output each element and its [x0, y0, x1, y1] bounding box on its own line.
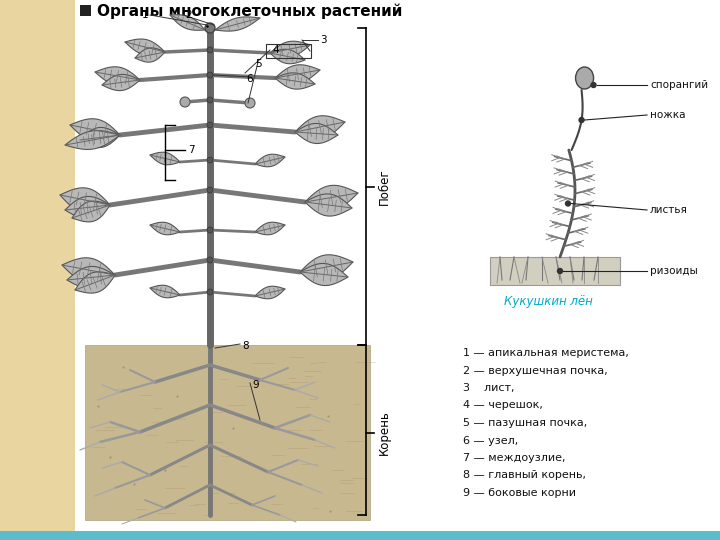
Polygon shape — [67, 266, 115, 288]
Text: 6 — узел,: 6 — узел, — [463, 435, 518, 445]
Polygon shape — [60, 188, 110, 212]
Circle shape — [207, 257, 213, 263]
Polygon shape — [275, 73, 315, 89]
Circle shape — [591, 83, 596, 87]
Polygon shape — [102, 75, 140, 91]
Circle shape — [557, 268, 562, 273]
Polygon shape — [65, 131, 120, 150]
Polygon shape — [135, 48, 165, 62]
Bar — [266, 44, 311, 58]
Circle shape — [207, 97, 213, 103]
Polygon shape — [0, 531, 720, 540]
Polygon shape — [75, 272, 115, 293]
Text: 8: 8 — [242, 341, 248, 351]
Polygon shape — [95, 67, 140, 85]
Text: 5 — пазушная почка,: 5 — пазушная почка, — [463, 418, 588, 428]
Text: 4 — черешок,: 4 — черешок, — [463, 401, 543, 410]
Text: спорангий: спорангий — [650, 80, 708, 90]
Polygon shape — [150, 152, 180, 165]
Text: 9: 9 — [252, 380, 258, 390]
Polygon shape — [300, 264, 348, 286]
Polygon shape — [255, 222, 285, 235]
Polygon shape — [215, 17, 260, 31]
Text: Кукушкин лён: Кукушкин лён — [503, 295, 593, 308]
Circle shape — [579, 118, 584, 123]
Circle shape — [565, 201, 570, 206]
Polygon shape — [305, 185, 358, 210]
Polygon shape — [125, 39, 165, 55]
Polygon shape — [305, 194, 352, 216]
Text: ножка: ножка — [650, 110, 685, 120]
Circle shape — [207, 227, 213, 233]
Text: 3    лист,: 3 лист, — [463, 383, 515, 393]
Polygon shape — [65, 197, 110, 219]
Text: 3: 3 — [320, 35, 327, 45]
Text: 1: 1 — [141, 10, 148, 20]
Circle shape — [207, 122, 213, 128]
Polygon shape — [295, 116, 345, 138]
Text: 2: 2 — [185, 10, 192, 20]
Polygon shape — [270, 49, 305, 64]
Polygon shape — [255, 286, 285, 299]
Text: 7 — междоузлие,: 7 — междоузлие, — [463, 453, 565, 463]
Bar — [490, 257, 620, 285]
Text: 4: 4 — [272, 45, 279, 55]
Text: 5: 5 — [255, 59, 261, 69]
Polygon shape — [275, 65, 320, 83]
Text: 7: 7 — [188, 145, 194, 155]
Circle shape — [207, 157, 213, 163]
Text: листья: листья — [650, 205, 688, 215]
Bar — [80, 5, 91, 16]
Text: Корень: Корень — [377, 410, 390, 455]
Polygon shape — [62, 258, 115, 282]
Circle shape — [207, 187, 213, 193]
Text: 8 — главный корень,: 8 — главный корень, — [463, 470, 586, 481]
Circle shape — [207, 72, 213, 78]
Circle shape — [207, 47, 213, 53]
Polygon shape — [255, 154, 285, 167]
Text: ризоиды: ризоиды — [650, 266, 698, 276]
Circle shape — [207, 289, 213, 295]
Polygon shape — [300, 255, 353, 279]
Text: 6: 6 — [247, 74, 253, 84]
Text: 2 — верхушечная почка,: 2 — верхушечная почка, — [463, 366, 608, 375]
Polygon shape — [72, 201, 110, 222]
Polygon shape — [80, 127, 120, 147]
Text: Органы многоклеточных растений: Органы многоклеточных растений — [97, 3, 402, 19]
Circle shape — [180, 97, 190, 107]
Polygon shape — [150, 285, 180, 298]
Ellipse shape — [575, 67, 593, 89]
Polygon shape — [70, 119, 120, 141]
Text: 9 — боковые корни: 9 — боковые корни — [463, 488, 576, 498]
Text: 1 — апикальная меристема,: 1 — апикальная меристема, — [463, 348, 629, 358]
Polygon shape — [170, 15, 205, 30]
Bar — [85, 345, 370, 520]
Polygon shape — [270, 41, 310, 57]
Text: Побег: Побег — [377, 168, 390, 205]
Circle shape — [245, 98, 255, 108]
Polygon shape — [295, 124, 338, 144]
Polygon shape — [0, 0, 75, 540]
Polygon shape — [150, 222, 180, 235]
Circle shape — [205, 23, 215, 33]
